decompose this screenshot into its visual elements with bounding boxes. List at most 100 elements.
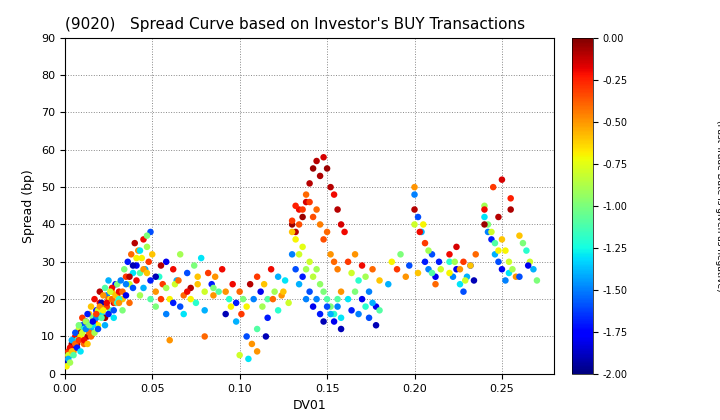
Point xyxy=(423,266,434,273)
Point xyxy=(92,307,104,314)
Point xyxy=(207,292,219,299)
Point xyxy=(409,221,420,228)
Point xyxy=(272,273,284,280)
Point xyxy=(444,270,455,276)
Point xyxy=(60,355,72,362)
Point xyxy=(496,266,508,273)
Point xyxy=(64,359,76,366)
Point xyxy=(409,206,420,213)
Point xyxy=(161,311,172,318)
Point xyxy=(199,288,210,295)
Point xyxy=(342,258,354,265)
Point xyxy=(321,228,333,235)
Point xyxy=(479,221,490,228)
Point xyxy=(202,270,214,276)
Point xyxy=(171,277,182,284)
Point xyxy=(293,221,305,228)
Point xyxy=(479,214,490,220)
Point xyxy=(107,296,118,302)
Point xyxy=(189,262,200,269)
Point xyxy=(60,359,72,366)
Point xyxy=(328,318,340,325)
Point xyxy=(217,266,228,273)
Point xyxy=(85,333,96,340)
Point xyxy=(332,296,343,302)
Point xyxy=(230,299,242,306)
Point xyxy=(113,299,125,306)
Point xyxy=(315,173,326,179)
Point xyxy=(262,296,274,302)
Point xyxy=(418,221,429,228)
Point xyxy=(315,281,326,288)
Point xyxy=(287,218,298,224)
Point xyxy=(76,322,88,328)
Point xyxy=(227,281,238,288)
Point xyxy=(124,299,135,306)
Point xyxy=(328,258,340,265)
Point xyxy=(370,303,382,310)
Point xyxy=(164,296,176,302)
Point xyxy=(150,303,161,310)
Point xyxy=(97,303,109,310)
Point xyxy=(521,247,532,254)
Point xyxy=(73,337,84,344)
Point xyxy=(251,326,263,332)
Point xyxy=(297,273,308,280)
Point xyxy=(403,262,415,269)
Point xyxy=(464,262,476,269)
Point xyxy=(192,281,204,288)
Point xyxy=(366,266,378,273)
Point xyxy=(145,277,156,284)
Point xyxy=(112,281,123,288)
Point xyxy=(150,273,161,280)
Point xyxy=(225,303,237,310)
Point xyxy=(523,262,534,269)
Point xyxy=(150,288,161,295)
Point xyxy=(517,240,528,247)
Point xyxy=(342,296,354,302)
Point xyxy=(513,232,525,239)
Point xyxy=(109,299,121,306)
Point xyxy=(64,344,76,351)
Point xyxy=(107,285,118,291)
Point xyxy=(122,258,133,265)
Point xyxy=(63,352,74,359)
Point xyxy=(103,277,114,284)
Point xyxy=(91,311,102,318)
Point xyxy=(287,251,298,258)
Point xyxy=(449,258,461,265)
Point xyxy=(85,326,96,332)
Point xyxy=(109,292,121,299)
Point xyxy=(513,273,525,280)
Point xyxy=(70,341,81,347)
Point xyxy=(80,326,91,332)
Y-axis label: Time in years between 5/9/2025 and Trade Date
(Past Trade Date is given as negat: Time in years between 5/9/2025 and Trade… xyxy=(715,97,720,315)
Point xyxy=(251,273,263,280)
Point xyxy=(307,273,319,280)
Point xyxy=(400,273,412,280)
Point xyxy=(84,329,95,336)
Point xyxy=(109,281,121,288)
Point xyxy=(63,348,74,355)
Point xyxy=(507,266,518,273)
Point xyxy=(426,270,438,276)
Point xyxy=(332,303,343,310)
Point xyxy=(353,311,364,318)
Point xyxy=(199,333,210,340)
Point xyxy=(99,322,111,328)
Point xyxy=(311,266,323,273)
Point xyxy=(386,258,397,265)
Point xyxy=(103,311,114,318)
Point xyxy=(134,292,145,299)
Point xyxy=(503,270,515,276)
Point xyxy=(223,296,235,302)
Point xyxy=(108,307,120,314)
Point xyxy=(300,199,312,205)
Point xyxy=(210,273,221,280)
Point xyxy=(531,277,543,284)
Point xyxy=(255,288,266,295)
Point xyxy=(492,258,504,265)
Point xyxy=(321,296,333,302)
Point xyxy=(192,273,204,280)
Point xyxy=(89,318,100,325)
